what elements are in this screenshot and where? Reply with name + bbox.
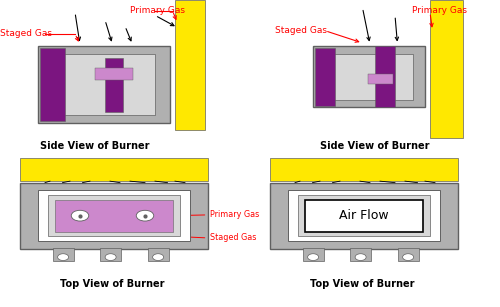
Bar [148,248,169,261]
Text: Primary Gas: Primary Gas [210,210,259,220]
Bar [270,183,458,249]
Bar [20,158,208,181]
Bar [52,248,74,261]
Text: Staged Gas: Staged Gas [0,29,52,38]
Bar [430,0,462,138]
Bar [38,46,170,123]
Text: Side View of Burner: Side View of Burner [40,141,150,151]
Bar [350,248,371,261]
Text: Top View of Burner: Top View of Burner [310,279,415,289]
Bar [105,58,122,112]
Bar [95,68,132,80]
Text: Primary Gas: Primary Gas [412,6,468,15]
Bar [40,48,65,121]
Text: Primary Gas: Primary Gas [130,6,185,15]
Bar [298,195,430,236]
Text: Air Flow: Air Flow [339,209,388,222]
Bar [325,54,412,100]
Bar [100,248,121,261]
Bar [302,248,324,261]
Text: Side View of Burner: Side View of Burner [320,141,430,151]
Circle shape [58,254,68,260]
Circle shape [308,254,318,260]
Circle shape [402,254,413,260]
Bar [398,248,419,261]
Text: Staged Gas: Staged Gas [275,26,327,35]
Bar [48,195,180,236]
Bar [38,190,190,241]
Bar [312,46,425,107]
Bar [288,190,440,241]
Circle shape [136,210,154,221]
Circle shape [105,254,116,260]
Bar [20,183,208,249]
Circle shape [152,254,164,260]
Circle shape [355,254,366,260]
Bar [270,158,458,181]
Bar [52,54,155,115]
Bar [175,0,205,130]
Bar [305,200,422,232]
Bar [315,48,335,106]
Circle shape [72,210,89,221]
Text: Staged Gas: Staged Gas [210,233,256,243]
Bar [375,46,395,107]
Bar [55,200,172,232]
Text: Top View of Burner: Top View of Burner [60,279,165,289]
Bar [368,74,392,84]
